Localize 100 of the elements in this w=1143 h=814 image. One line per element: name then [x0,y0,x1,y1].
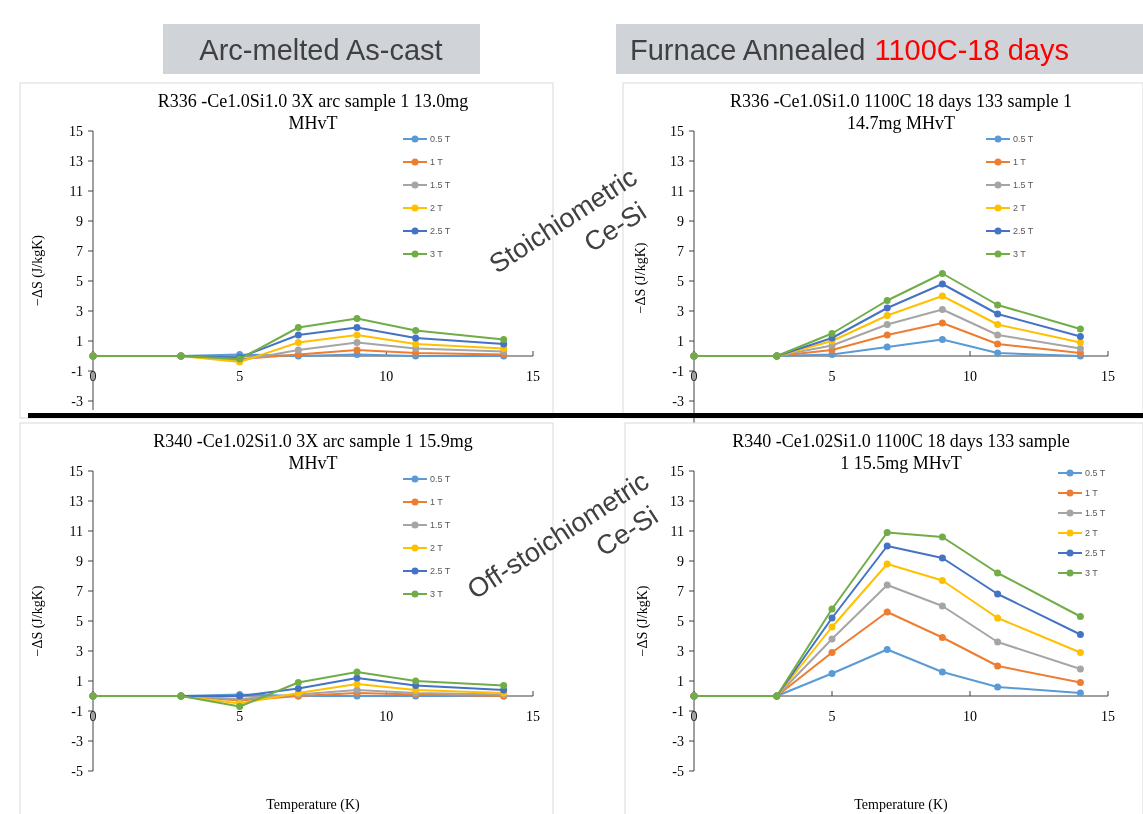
y-tick-label: 5 [76,613,83,629]
point [938,270,946,277]
y-tick-label: 11 [670,183,684,199]
point [412,677,420,685]
x-tick-label: 0 [89,369,97,384]
chart-title: R336 -Ce1.0Si1.0 1100C 18 days 133 sample 1 14.7mg MHvT [730,91,1072,133]
legend-label: 3 T [1013,249,1027,260]
point [883,581,891,589]
point [294,685,302,692]
legend-label: 2 T [1013,203,1027,214]
point [938,634,946,641]
point [994,349,1002,357]
y-tick-label: 3 [76,303,83,319]
y-tick-label: -5 [71,763,83,779]
legend-label: 2 T [1085,528,1099,539]
legend-label: 3 T [1085,568,1099,579]
x-axis-title: Temperature (K) [854,797,949,813]
text: 1100C-18 days [874,34,1069,66]
y-axis-title: −ΔS (J/kgK) [30,234,46,306]
y-tick-label: 1 [677,333,684,349]
legend-label: 2 T [430,543,444,554]
text: Furnace Annealed [630,34,866,66]
point [938,668,946,676]
y-tick-label: 13 [670,153,684,169]
point [294,679,302,686]
point [883,646,891,653]
y-tick-label: 7 [677,243,684,259]
point [994,331,1002,339]
point [938,577,946,584]
point [1076,689,1084,697]
point [1076,325,1084,333]
legend-label: 2.5 T [430,226,451,237]
point [994,569,1002,577]
point [883,321,891,328]
point [1076,613,1084,620]
point [938,306,946,313]
legend-label: 1 T [1013,157,1027,168]
point [938,336,946,343]
point [353,668,361,676]
y-tick-label: 13 [69,493,83,509]
point [353,680,361,688]
y-tick-label: 15 [670,463,684,479]
y-tick-label: 7 [76,243,83,259]
y-tick-label: 15 [69,463,83,479]
point [353,674,361,682]
point [994,301,1002,309]
x-axis-title: Temperature (K) [266,797,361,813]
x-tick-label: 5 [236,709,244,724]
x-tick-label: 5 [236,369,244,384]
point [828,649,836,656]
point [828,635,836,643]
legend-label: 3 T [430,249,444,260]
point [938,533,946,541]
legend-label: 2.5 T [430,566,451,577]
y-tick-label: -1 [71,363,83,379]
y-tick-label: 9 [677,553,684,569]
legend-label: 0.5 T [430,134,451,145]
legend-label: 3 T [430,589,444,600]
legend-label: 0.5 T [1013,134,1034,145]
point [883,304,891,312]
point [994,340,1002,348]
point [294,331,302,339]
y-tick-label: 15 [69,123,83,139]
y-tick-label: 1 [76,673,83,689]
point [883,331,891,339]
point [938,602,946,610]
y-tick-label: -5 [672,763,684,779]
x-tick-label: 0 [89,709,97,724]
point [353,324,361,331]
x-tick-label: 15 [526,369,540,384]
legend-label: 0.5 T [430,474,451,485]
y-tick-label: 9 [677,213,684,229]
y-tick-label: -1 [672,363,684,379]
point [883,608,891,616]
point [994,662,1002,670]
y-tick-label: 3 [76,643,83,659]
point [412,334,420,342]
point [353,331,361,339]
point [500,336,508,343]
legend-label: 2.5 T [1085,548,1106,559]
point [883,297,891,304]
point [828,623,836,631]
point [828,330,836,337]
point [1076,679,1084,686]
legend-label: 0.5 T [1085,468,1106,479]
y-tick-label: 7 [677,583,684,599]
y-axis-title: −ΔS (J/kgK) [30,585,46,657]
point [883,560,891,568]
chart-title: R340 -Ce1.02Si1.0 1100C 18 days 133 sample 1 15.5mg MHvT [732,431,1070,473]
point [994,638,1002,646]
y-tick-label: -1 [672,703,684,719]
y-tick-label: 11 [670,523,684,539]
point [994,590,1002,598]
y-tick-label: -3 [672,393,684,409]
point [994,310,1002,318]
x-tick-label: 5 [828,369,836,384]
point [828,670,836,677]
chart-title: R336 -Ce1.0Si1.0 3X arc sample 1 13.0mg MHvT [157,91,469,133]
y-tick-label: 11 [69,523,83,539]
point [883,542,891,550]
